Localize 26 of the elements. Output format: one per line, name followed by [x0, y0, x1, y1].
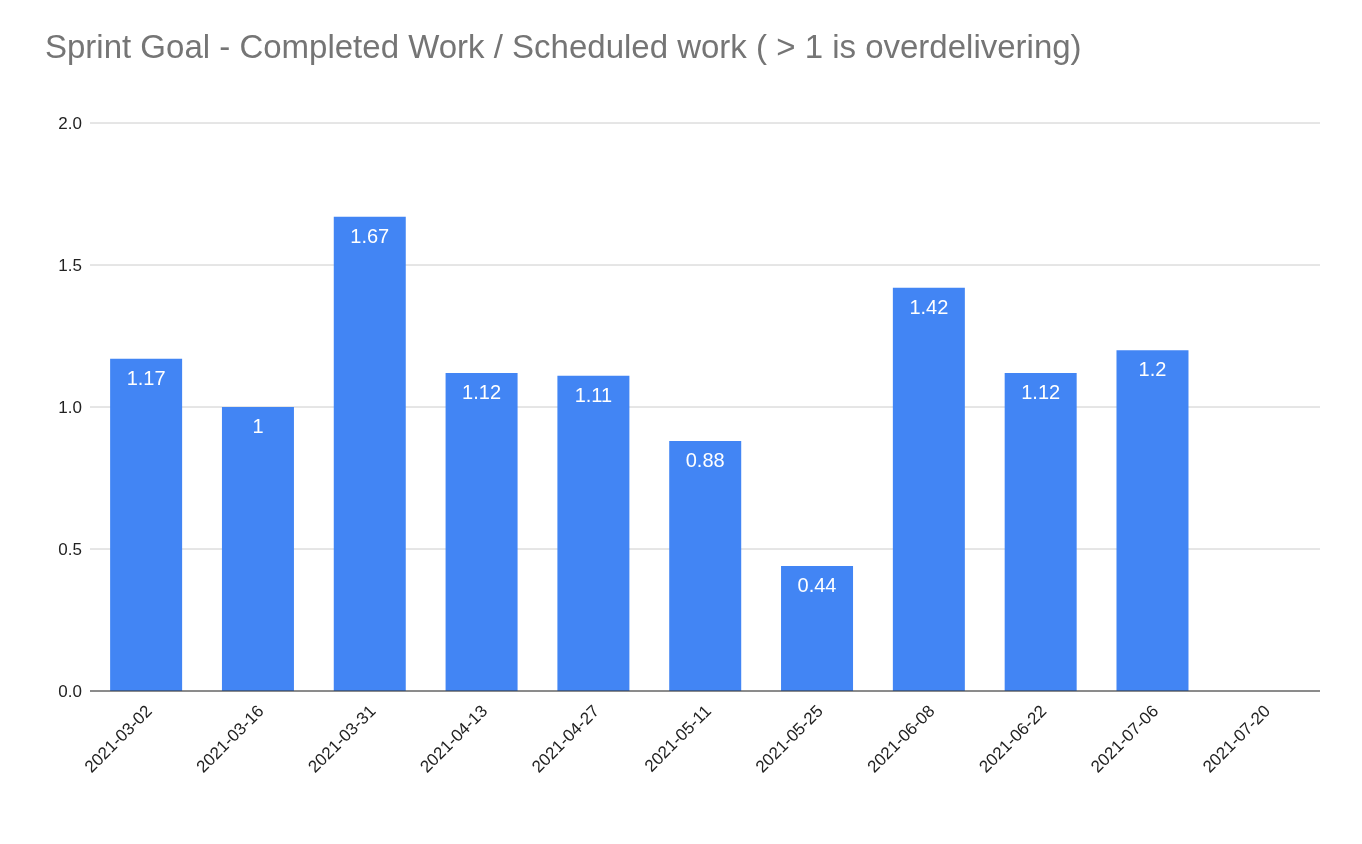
y-tick-label: 0.5	[58, 540, 82, 560]
bar	[110, 358, 183, 691]
data-label: 1.12	[1021, 381, 1061, 404]
bar	[669, 441, 742, 691]
y-tick-label: 2.0	[58, 114, 82, 134]
data-label: 1.42	[909, 295, 949, 318]
bar	[781, 566, 854, 691]
data-label: 1.12	[462, 381, 502, 404]
bar	[333, 216, 406, 691]
chart-title: Sprint Goal - Completed Work / Scheduled work ( > 1 is overdelivering)	[45, 28, 1082, 66]
data-label: 1.2	[1138, 358, 1167, 381]
data-label: 1.11	[574, 383, 613, 406]
data-label: 1.67	[350, 224, 390, 247]
y-tick-label: 1.0	[58, 398, 82, 418]
bar	[445, 372, 518, 691]
bar	[221, 407, 294, 691]
bar	[1004, 372, 1077, 691]
bar	[1116, 350, 1189, 691]
bar	[892, 287, 965, 691]
bar	[557, 375, 630, 691]
y-tick-label: 0.0	[58, 682, 82, 702]
data-label: 1	[252, 415, 264, 438]
data-label: 0.44	[797, 574, 837, 597]
y-tick-label: 1.5	[58, 256, 82, 276]
data-label: 1.17	[126, 366, 166, 389]
data-label: 0.88	[685, 449, 725, 472]
